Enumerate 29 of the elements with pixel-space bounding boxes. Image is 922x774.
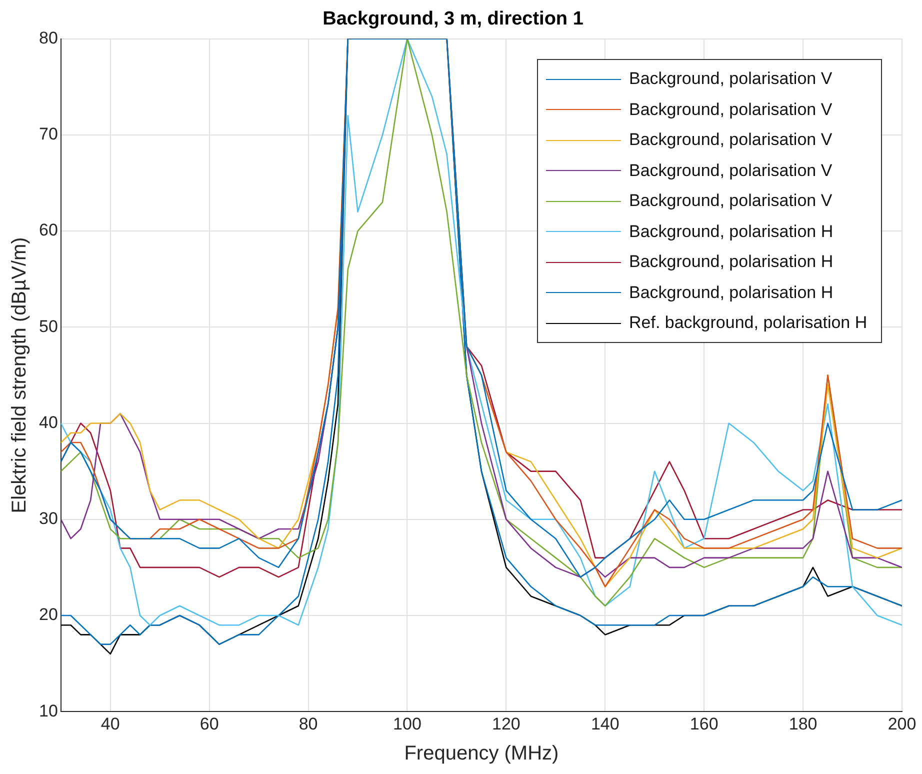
y-tick-label: 50 (38, 316, 58, 336)
legend-label: Background, polarisation V (629, 69, 832, 90)
y-tick-label: 40 (38, 412, 58, 432)
y-axis-title: Elektric field strength (dBµV/m) (8, 237, 31, 514)
x-tick-label: 120 (492, 714, 520, 734)
x-tick-label: 140 (590, 714, 620, 734)
x-axis-title: Frequency (MHz) (404, 742, 559, 765)
y-tick-label: 10 (38, 701, 58, 720)
y-tick-label: 30 (38, 509, 58, 528)
x-tick-label: 40 (100, 714, 120, 734)
legend-label: Background, polarisation H (629, 282, 834, 303)
y-tick-label: 60 (38, 220, 58, 240)
x-tick-label: 80 (298, 714, 318, 734)
y-tick-label: 80 (38, 28, 58, 48)
y-tick-label: 20 (38, 605, 58, 624)
legend-label: Background, polarisation V (629, 130, 832, 150)
y-tick-label: 70 (38, 124, 58, 144)
legend-label: Background, polarisation V (629, 191, 832, 212)
legend-label: Background, polarisation H (629, 252, 834, 272)
x-tick-label: 180 (788, 714, 818, 734)
x-tick-label: 200 (888, 714, 916, 734)
x-tick-label: 60 (200, 714, 219, 734)
legend-label: Background, polarisation V (629, 100, 832, 120)
legend-label: Background, polarisation H (629, 222, 834, 242)
x-tick-label: 160 (690, 714, 718, 734)
legend-label: Ref. background, polarisation H (629, 313, 868, 334)
x-tick-label: 100 (393, 714, 422, 734)
legend-label: Background, polarisation V (629, 160, 832, 181)
chart-title: Background, 3 m, direction 1 (322, 8, 584, 30)
